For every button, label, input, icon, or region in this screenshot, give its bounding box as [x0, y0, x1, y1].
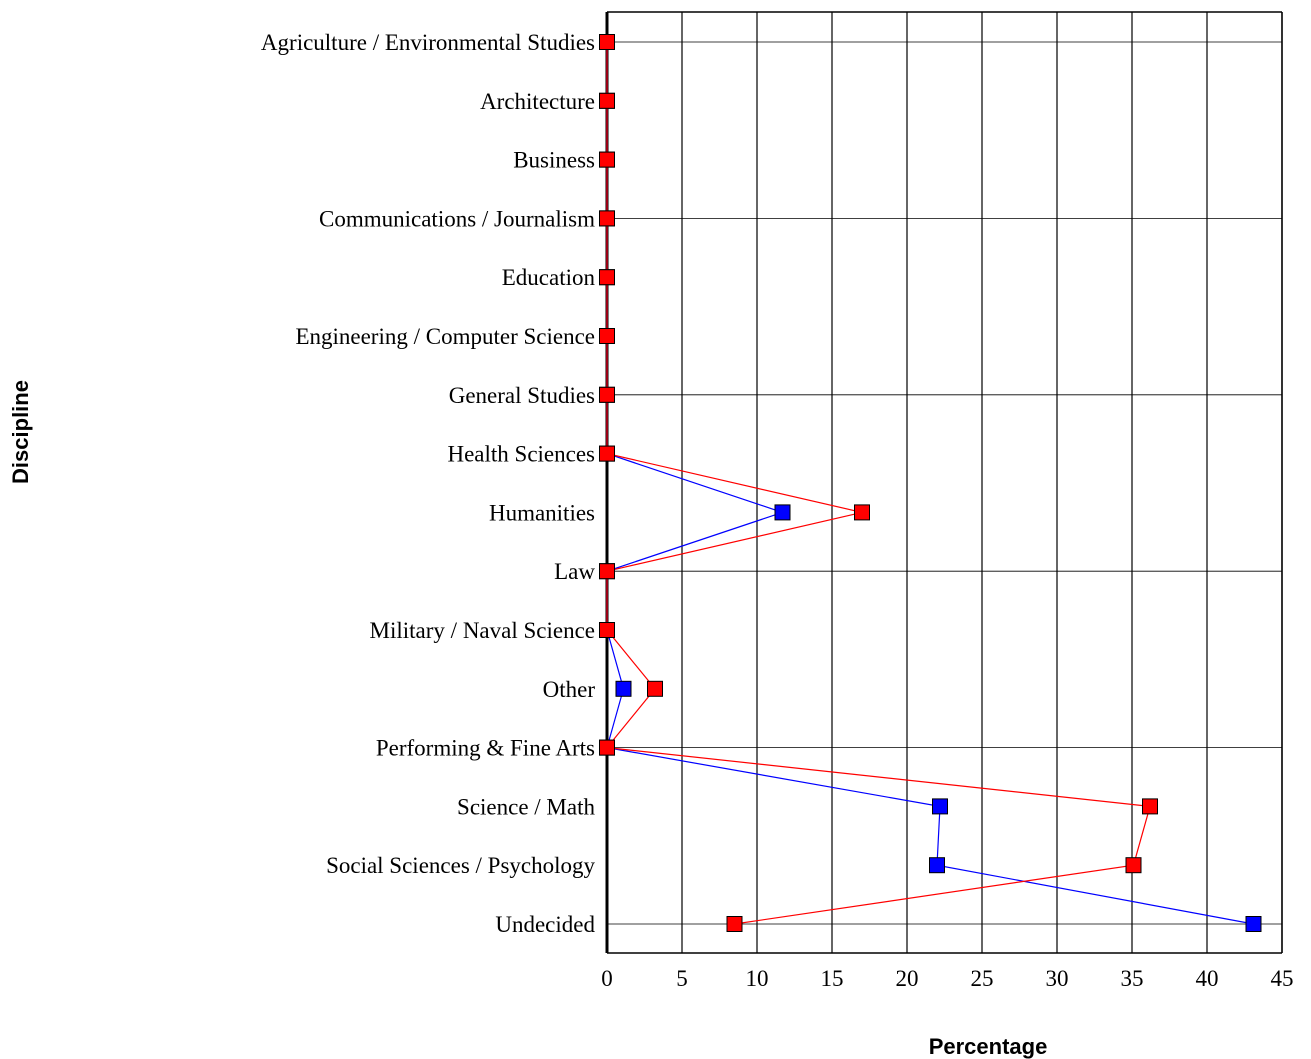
y-axis-title: Discipline — [8, 380, 33, 484]
category-label: Communications / Journalism — [319, 206, 595, 231]
x-tick-label: 45 — [1271, 966, 1294, 991]
x-tick-label: 30 — [1046, 966, 1069, 991]
x-tick-label: 5 — [676, 966, 688, 991]
data-point — [599, 210, 615, 227]
data-point — [599, 386, 615, 403]
category-label: Agriculture / Environmental Studies — [261, 30, 595, 55]
series-1 — [599, 34, 1262, 932]
data-point — [599, 622, 615, 638]
x-tick-label: 15 — [821, 966, 844, 991]
x-tick-label: 0 — [601, 966, 613, 991]
data-point — [932, 798, 948, 815]
data-point — [1245, 916, 1262, 932]
data-point — [599, 563, 615, 580]
grid — [607, 12, 1283, 953]
data-point — [599, 328, 615, 344]
data-point — [599, 739, 615, 756]
series-line — [605, 42, 1151, 925]
series-group — [599, 34, 1262, 932]
data-point — [599, 269, 615, 286]
category-label: General Studies — [449, 383, 595, 408]
category-label: Military / Naval Science — [370, 618, 595, 643]
data-point — [726, 916, 743, 932]
data-point — [599, 92, 615, 109]
x-tick-label: 10 — [746, 966, 769, 991]
category-label: Undecided — [495, 912, 595, 937]
x-tick-label: 35 — [1121, 966, 1144, 991]
data-point — [647, 680, 663, 697]
data-point — [854, 504, 870, 521]
series-2 — [599, 34, 1158, 932]
data-point — [1142, 798, 1158, 815]
category-label: Architecture — [480, 89, 595, 114]
data-point — [599, 34, 615, 50]
category-label: Law — [554, 559, 595, 584]
data-point — [1125, 857, 1142, 874]
category-label: Health Sciences — [447, 442, 595, 467]
category-label: Science / Math — [457, 794, 595, 819]
data-point — [929, 857, 945, 874]
x-axis-title: Percentage — [929, 1034, 1048, 1059]
category-label: Other — [543, 677, 596, 702]
category-label: Performing & Fine Arts — [376, 736, 595, 761]
category-label: Education — [502, 265, 596, 290]
category-label: Humanities — [489, 500, 595, 525]
data-point — [599, 445, 615, 462]
category-label: Business — [513, 148, 595, 173]
data-point — [615, 680, 632, 697]
data-point — [774, 504, 791, 521]
x-tick-labels: 0 5 10 15 20 25 30 35 40 45 — [601, 966, 1293, 991]
x-tick-label: 25 — [971, 966, 994, 991]
x-tick-label: 40 — [1196, 966, 1219, 991]
category-label: Engineering / Computer Science — [295, 324, 595, 349]
category-labels: Agriculture / Environmental Studies Archi… — [261, 30, 596, 937]
data-point — [599, 151, 615, 168]
series-line — [606, 42, 1254, 925]
x-tick-label: 20 — [896, 966, 919, 991]
category-label: Social Sciences / Psychology — [326, 853, 595, 878]
